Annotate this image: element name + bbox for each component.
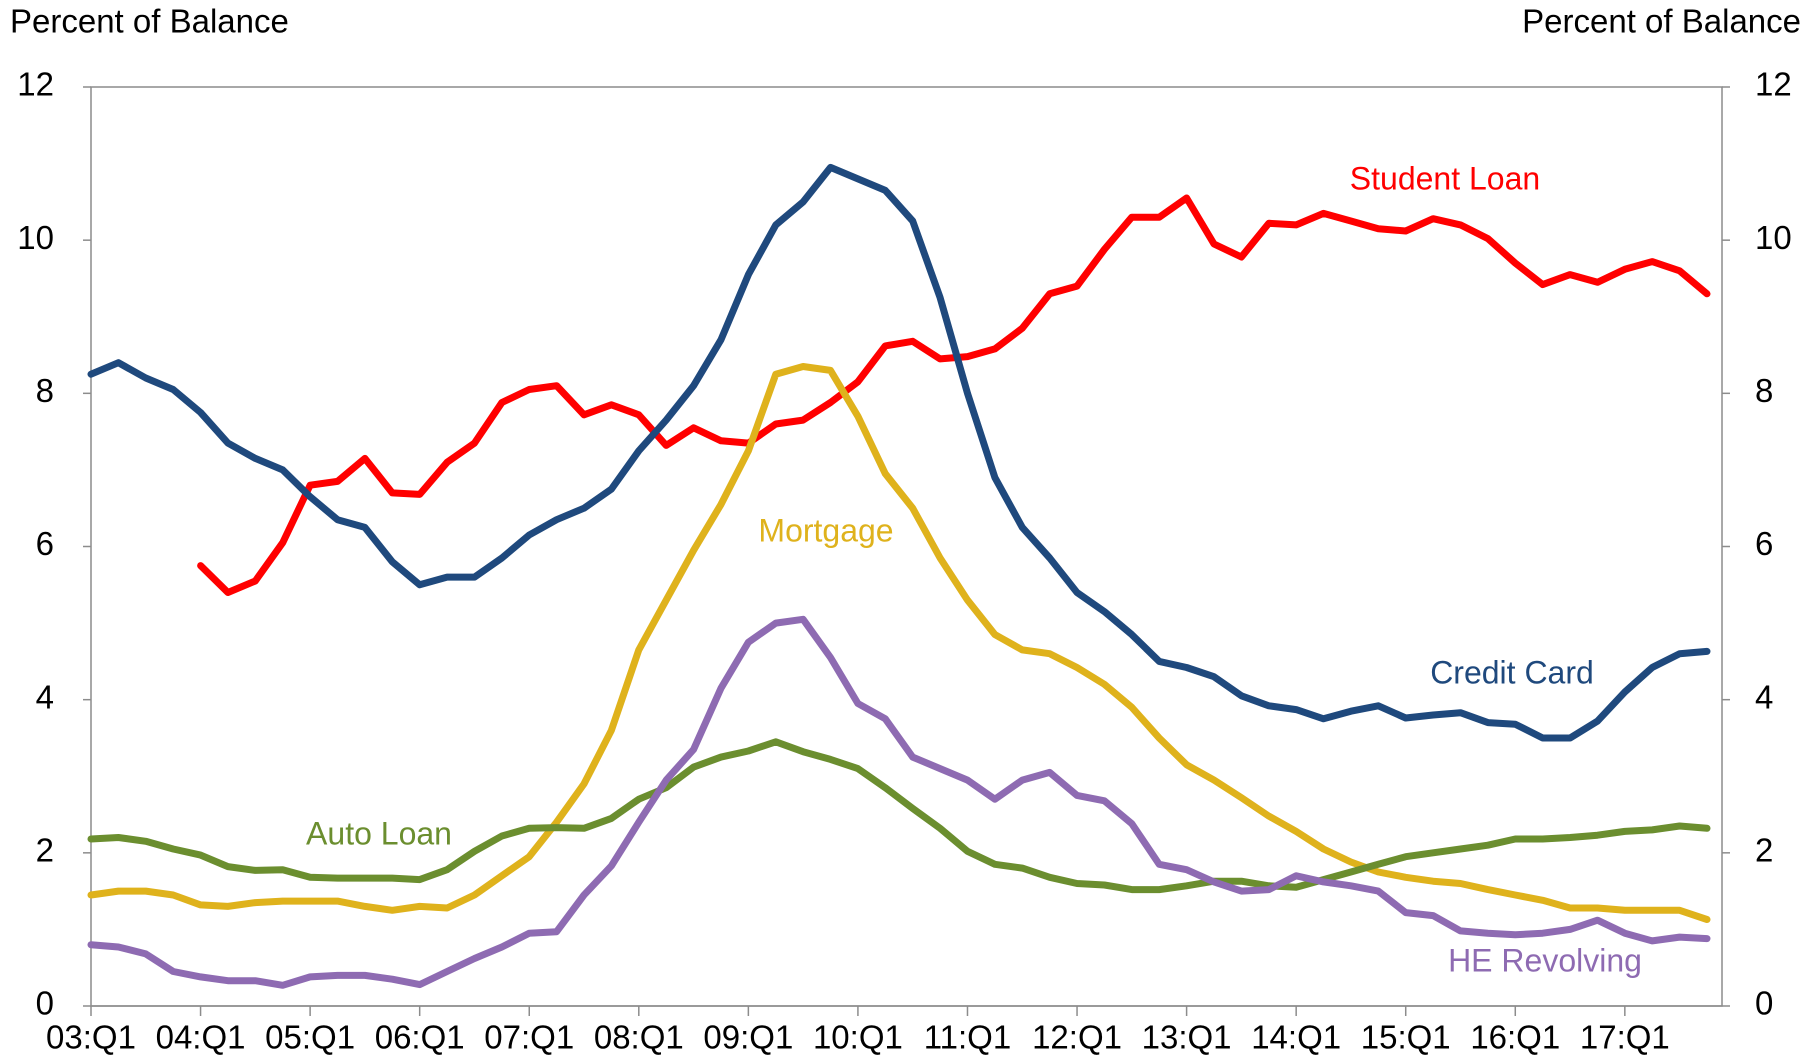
y2-tick-label: 2 <box>1755 832 1773 869</box>
y-tick-label: 10 <box>17 219 54 256</box>
y-tick-label: 4 <box>36 678 54 715</box>
x-tick-label: 14:Q1 <box>1251 1019 1341 1056</box>
y-tick-label: 6 <box>36 525 54 562</box>
series-label: Credit Card <box>1430 654 1594 690</box>
y-axis-label: Percent of Balance <box>10 3 289 40</box>
x-tick-label: 12:Q1 <box>1032 1019 1122 1056</box>
y2-tick-label: 6 <box>1755 525 1773 562</box>
series-label: Student Loan <box>1350 160 1540 196</box>
x-tick-label: 07:Q1 <box>484 1019 574 1056</box>
y2-tick-label: 4 <box>1755 678 1773 715</box>
y-tick-label: 12 <box>17 66 54 103</box>
x-tick-label: 03:Q1 <box>46 1019 136 1056</box>
series-line <box>87 363 1711 923</box>
x-tick-label: 08:Q1 <box>594 1019 684 1056</box>
series-line <box>87 738 1711 894</box>
x-tick-label: 16:Q1 <box>1470 1019 1560 1056</box>
y2-tick-label: 0 <box>1755 985 1773 1022</box>
y2-axis-label: Percent of Balance <box>1522 3 1801 40</box>
x-tick-label: 09:Q1 <box>703 1019 793 1056</box>
plot-frame <box>90 86 1723 1007</box>
x-tick-label: 06:Q1 <box>375 1019 465 1056</box>
series-label: Mortgage <box>758 512 893 548</box>
x-tick-label: 11:Q1 <box>924 1019 1011 1056</box>
x-tick-label: 10:Q1 <box>813 1019 903 1056</box>
y2-tick-label: 10 <box>1755 219 1792 256</box>
series-line <box>87 163 1711 742</box>
x-tick-label: 17:Q1 <box>1580 1019 1670 1056</box>
y-tick-label: 0 <box>36 985 54 1022</box>
x-tick-label: 13:Q1 <box>1142 1019 1232 1056</box>
y2-tick-label: 12 <box>1755 66 1792 103</box>
x-tick-label: 04:Q1 <box>156 1019 246 1056</box>
y-tick-label: 8 <box>36 372 54 409</box>
x-tick-label: 15:Q1 <box>1361 1019 1451 1056</box>
series-line <box>87 615 1711 989</box>
x-tick-label: 05:Q1 <box>265 1019 355 1056</box>
series-line <box>197 194 1711 596</box>
y2-tick-label: 8 <box>1755 372 1773 409</box>
y-tick-label: 2 <box>36 832 54 869</box>
series-label: HE Revolving <box>1448 942 1642 978</box>
series-label: Auto Loan <box>306 815 452 851</box>
